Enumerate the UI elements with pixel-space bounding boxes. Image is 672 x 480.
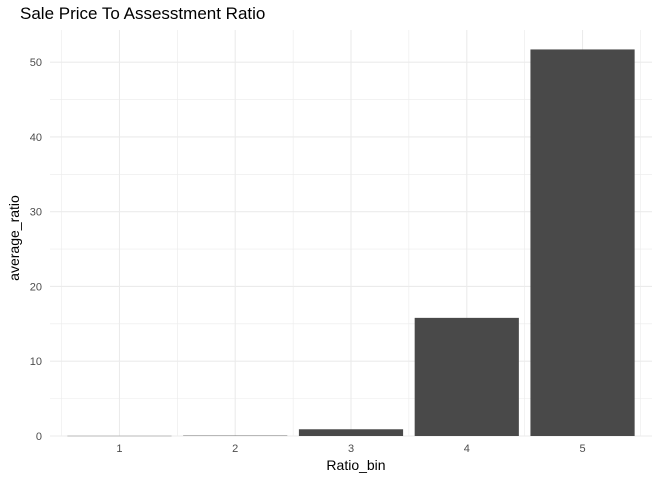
y-axis-title: average_ratio bbox=[6, 195, 22, 281]
x-tick-label: 5 bbox=[579, 443, 585, 455]
y-tick-label: 40 bbox=[30, 132, 42, 144]
x-tick-label: 3 bbox=[348, 443, 354, 455]
x-tick-label: 4 bbox=[464, 443, 470, 455]
y-tick-label: 30 bbox=[30, 207, 42, 219]
x-tick-label: 1 bbox=[116, 443, 122, 455]
y-tick-labels: 0 10 20 30 40 50 bbox=[30, 57, 42, 443]
chart-title: Sale Price To Assesstment Ratio bbox=[20, 4, 266, 23]
y-tick-label: 0 bbox=[36, 431, 42, 443]
x-tick-label: 2 bbox=[232, 443, 238, 455]
bar-4 bbox=[414, 317, 519, 436]
x-axis-title: Ratio_bin bbox=[326, 457, 385, 473]
y-tick-label: 20 bbox=[30, 281, 42, 293]
bars bbox=[67, 49, 635, 437]
x-tick-labels: 1 2 3 4 5 bbox=[116, 443, 585, 455]
y-tick-label: 10 bbox=[30, 356, 42, 368]
bar-5 bbox=[530, 49, 635, 436]
y-tick-label: 50 bbox=[30, 57, 42, 69]
bar-3 bbox=[298, 429, 404, 436]
